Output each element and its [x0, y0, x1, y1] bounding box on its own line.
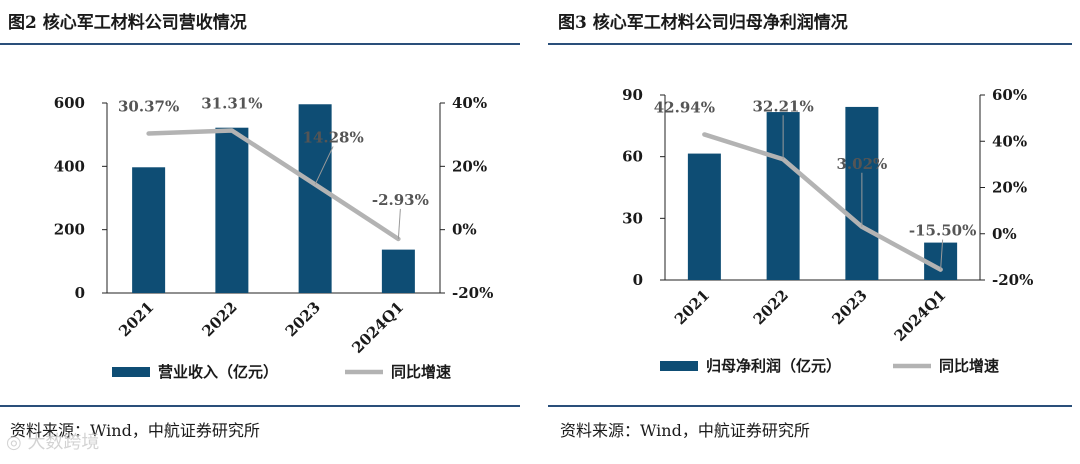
bar-2022: [215, 127, 249, 293]
growth-line: [702, 132, 943, 272]
figure-title: 图2 核心军工材料公司营收情况: [8, 13, 247, 33]
watermark-logo: ◎ 大数跨境: [6, 432, 100, 453]
net-profit-chart: 0 30 60 90 -20% 0% 20% 40% 60% 2021 2022 2023 2024Q1…: [622, 86, 1033, 375]
right-tick-label: 40%: [452, 94, 487, 112]
left-tick-label: 600: [54, 94, 85, 112]
data-label: -15.50%: [909, 222, 976, 240]
growth-line: [146, 128, 401, 242]
source-rule: [0, 405, 520, 407]
left-tick-label: 30: [622, 209, 643, 227]
left-tick-label: 400: [54, 157, 85, 175]
right-tick-label: 0%: [452, 221, 477, 239]
figure-2-panel: 图2 核心军工材料公司营收情况 0 200 400 600 -20% 0% 20% 40% 20…: [0, 0, 524, 464]
title-rule: [548, 43, 1072, 45]
legend-line-label: 同比增速: [939, 357, 999, 375]
right-tick-label: 60%: [992, 86, 1027, 104]
legend-bar-label: 归母净利润（亿元）: [706, 357, 841, 375]
right-tick-label: -20%: [992, 271, 1033, 289]
x-tick-label: 2023: [828, 286, 870, 328]
x-tick-label: 2021: [671, 286, 713, 328]
left-tick-label: 60: [622, 148, 643, 166]
legend-bar-label: 营业收入（亿元）: [158, 363, 278, 381]
revenue-chart: 0 200 400 600 -20% 0% 20% 40% 2021 2022 2023 2024Q1…: [54, 94, 494, 381]
source-rule: [548, 405, 1072, 407]
data-label: 32.21%: [753, 97, 814, 115]
data-label: 42.94%: [654, 98, 715, 116]
x-tick-label: 2024Q1: [891, 286, 950, 345]
data-label-leader: [314, 146, 334, 185]
right-tick-label: 20%: [452, 157, 487, 175]
bar-2021: [132, 167, 166, 293]
left-tick-label: 0: [75, 284, 85, 302]
data-label: 3.02%: [836, 155, 887, 173]
source-note: 资料来源：Wind，中航证券研究所: [560, 421, 810, 440]
figure-title: 图3 核心军工材料公司归母净利润情况: [558, 13, 848, 33]
data-label-leader: [940, 239, 944, 270]
left-tick-label: 0: [633, 271, 643, 289]
x-tick-label: 2021: [115, 298, 157, 340]
right-tick-label: -20%: [452, 284, 493, 302]
data-label: 31.31%: [201, 95, 262, 113]
x-tick-label: 2022: [198, 298, 240, 340]
x-tick-label: 2023: [282, 298, 324, 340]
left-tick-label: 90: [622, 86, 643, 104]
legend-bar-swatch: [112, 367, 150, 377]
data-label: 30.37%: [118, 97, 179, 115]
left-tick-label: 200: [54, 221, 85, 239]
watermark-text: 大数跨境: [27, 432, 100, 453]
x-tick-label: 2022: [750, 286, 792, 328]
right-tick-label: 0%: [992, 225, 1017, 243]
source-note: 资料来源：Wind，中航证券研究所: [10, 421, 260, 440]
data-label: -2.93%: [372, 191, 429, 209]
title-rule: [0, 43, 520, 45]
x-tick-label: 2024Q1: [348, 298, 407, 357]
legend-line-label: 同比增速: [391, 363, 451, 381]
right-tick-label: 40%: [992, 132, 1027, 150]
bar-2023: [298, 104, 332, 294]
data-label-leader: [397, 208, 401, 239]
data-label: 14.28%: [303, 128, 364, 146]
bar-2021: [687, 153, 721, 280]
right-tick-label: 20%: [992, 179, 1027, 197]
bar-2024Q1: [381, 249, 415, 293]
legend-bar-swatch: [660, 361, 698, 371]
figure-3-panel: 图3 核心军工材料公司归母净利润情况 0 30 60 90 -20% 0% 20% 40% 60…: [548, 0, 1080, 464]
